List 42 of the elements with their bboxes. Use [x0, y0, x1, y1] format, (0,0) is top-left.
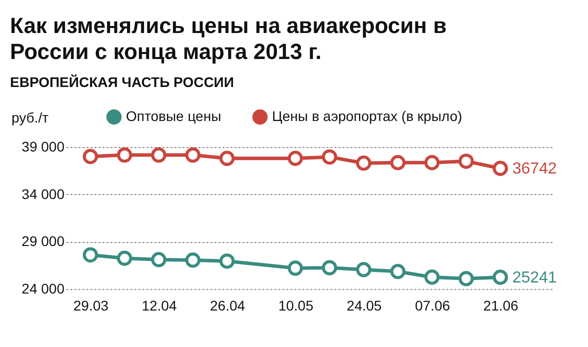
legend-label: Цены в аэропортах (в крыло) — [272, 108, 462, 124]
x-tick-label: 21.06 — [483, 298, 519, 314]
point — [82, 148, 98, 164]
point — [288, 150, 303, 166]
point — [185, 252, 201, 268]
point — [458, 270, 474, 286]
point — [492, 160, 508, 176]
point — [424, 155, 440, 170]
point — [116, 250, 132, 266]
point — [322, 149, 338, 165]
x-tick-label: 12.04 — [142, 298, 177, 314]
point — [151, 147, 166, 163]
point — [116, 147, 132, 163]
point — [288, 260, 303, 276]
legend-label: Оптовые цены — [126, 108, 222, 124]
point — [424, 270, 440, 285]
point — [82, 247, 98, 263]
data-label: 36742 — [512, 160, 557, 178]
y-axis-title: руб./т — [12, 110, 50, 126]
x-tick-label: 29.03 — [73, 298, 109, 314]
y-tick-label: 29 000 — [22, 233, 65, 250]
point — [390, 155, 406, 170]
y-tick-label: 24 000 — [22, 280, 65, 296]
point — [458, 154, 474, 169]
chart-subtitle: ЕВРОПЕЙСКАЯ ЧАСТЬ РОССИИ — [10, 74, 234, 90]
x-tick-label: 07.06 — [414, 298, 450, 314]
y-tick-label: 34 000 — [22, 186, 65, 202]
point — [356, 262, 372, 278]
x-tick-label: 10.05 — [278, 298, 314, 314]
data-label: 25241 — [512, 269, 557, 286]
point — [219, 253, 235, 269]
chart-title: Как изменялись цены на авиакеросин в России с конца марта 2013 г. — [10, 13, 447, 64]
point — [219, 150, 235, 166]
point — [356, 155, 372, 171]
point — [492, 270, 508, 285]
point — [185, 147, 201, 163]
point — [322, 260, 338, 276]
x-tick-label: 26.04 — [210, 298, 246, 314]
x-tick-label: 24.05 — [346, 298, 382, 314]
point — [390, 264, 406, 280]
y-tick-label: 39 000 — [22, 138, 65, 154]
point — [151, 252, 166, 268]
